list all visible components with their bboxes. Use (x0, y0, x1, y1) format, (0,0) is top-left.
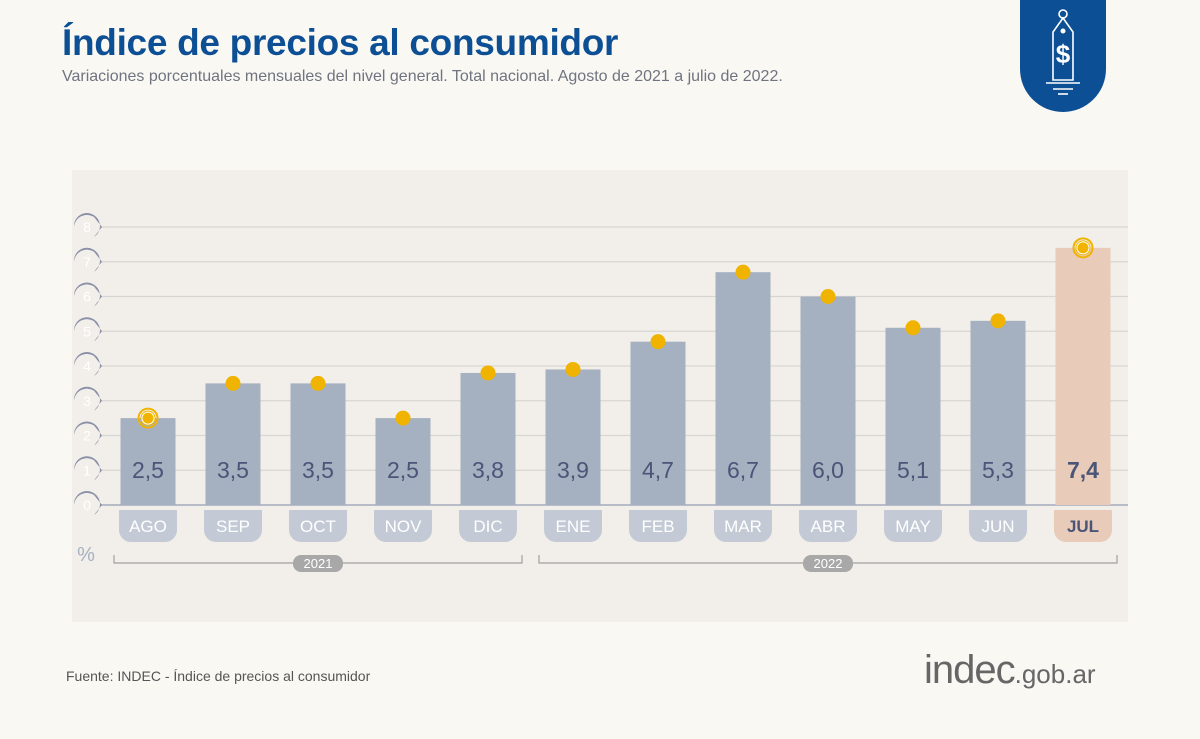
data-label: 2,5 (132, 457, 164, 483)
svg-text:$: $ (1056, 39, 1071, 69)
bar-feb (630, 341, 686, 505)
y-tick-label: 5 (83, 323, 91, 339)
x-tick-label: DIC (473, 517, 502, 536)
x-tick-label: JUN (981, 517, 1014, 536)
dot-inner-ring (141, 411, 155, 425)
value-dot (650, 334, 666, 350)
x-tick-label: JUL (1067, 517, 1099, 536)
bar-sep (205, 383, 261, 505)
x-tick-pill (714, 510, 772, 542)
y-tick-label: 7 (83, 254, 91, 270)
y-tick-label: 6 (83, 289, 91, 305)
value-dot (1075, 240, 1091, 256)
y-tick-label: 4 (83, 358, 91, 374)
y-tick-label: 3 (83, 393, 91, 409)
data-label: 3,5 (302, 457, 334, 483)
y-tick-label: 0 (83, 497, 91, 513)
x-tick-label: SEP (216, 517, 250, 536)
x-tick-pill (204, 510, 262, 542)
data-label: 6,0 (812, 457, 844, 483)
value-dot (735, 264, 751, 280)
data-label: 4,7 (642, 457, 674, 483)
x-tick-pill (544, 510, 602, 542)
y-unit-label: % (77, 544, 95, 566)
bar-abr (800, 296, 856, 505)
bar-may (885, 327, 941, 505)
x-tick-label: FEB (641, 517, 674, 536)
dot-ring (137, 407, 159, 429)
data-label: 3,8 (472, 457, 504, 483)
page-title: Índice de precios al consumidor (62, 22, 619, 63)
value-dot (905, 320, 921, 336)
x-tick-label: OCT (300, 517, 336, 536)
value-dot (395, 410, 411, 426)
dot-ring (1072, 237, 1094, 259)
value-dot (565, 361, 581, 377)
dot-inner-ring (1076, 241, 1090, 255)
page-subtitle: Variaciones porcentuales mensuales del n… (62, 68, 783, 85)
x-tick-label: MAR (724, 517, 762, 536)
x-tick-pill (119, 510, 177, 542)
bar-mar (715, 272, 771, 505)
x-tick-pill (884, 510, 942, 542)
data-label: 3,5 (217, 457, 249, 483)
y-tick-label: 1 (83, 462, 91, 478)
year-pill (803, 555, 853, 572)
x-tick-pill (374, 510, 432, 542)
x-tick-label: MAY (895, 517, 931, 536)
x-tick-pill (459, 510, 517, 542)
year-pill (293, 555, 343, 572)
x-tick-pill (289, 510, 347, 542)
bar-dic (460, 372, 516, 505)
price-tag-badge: $ (1020, 0, 1106, 112)
data-label: 6,7 (727, 457, 759, 483)
x-tick-label: NOV (385, 517, 423, 536)
bar-oct (290, 383, 346, 505)
x-tick-pill (969, 510, 1027, 542)
value-dot (480, 365, 496, 381)
bar-ene (545, 369, 601, 505)
value-dot (225, 375, 241, 391)
year-label: 2021 (304, 556, 333, 571)
data-label: 5,1 (897, 457, 929, 483)
bar-jul (1055, 247, 1111, 505)
y-tick-label: 2 (83, 428, 91, 444)
x-tick-pill (629, 510, 687, 542)
indec-logo[interactable]: indec.gob.ar (924, 648, 1096, 692)
value-dot (140, 410, 156, 426)
value-dot (310, 375, 326, 391)
year-label: 2022 (814, 556, 843, 571)
data-label: 2,5 (387, 457, 419, 483)
bar-ago (120, 418, 176, 505)
x-tick-label: ENE (556, 517, 591, 536)
value-dot (820, 289, 836, 304)
data-label: 7,4 (1067, 457, 1099, 483)
source-note: Fuente: INDEC - Índice de precios al con… (66, 668, 371, 684)
value-dot (990, 313, 1006, 329)
x-tick-label: AGO (129, 517, 167, 536)
x-tick-pill (799, 510, 857, 542)
bar-jun (970, 320, 1026, 505)
data-label: 5,3 (982, 457, 1014, 483)
data-label: 3,9 (557, 457, 589, 483)
y-tick-label: 8 (83, 219, 91, 235)
price-tag-dollar-icon: $ (1046, 9, 1080, 95)
x-tick-pill (1054, 510, 1112, 542)
bar-nov (375, 418, 431, 505)
x-tick-label: ABR (811, 517, 846, 536)
